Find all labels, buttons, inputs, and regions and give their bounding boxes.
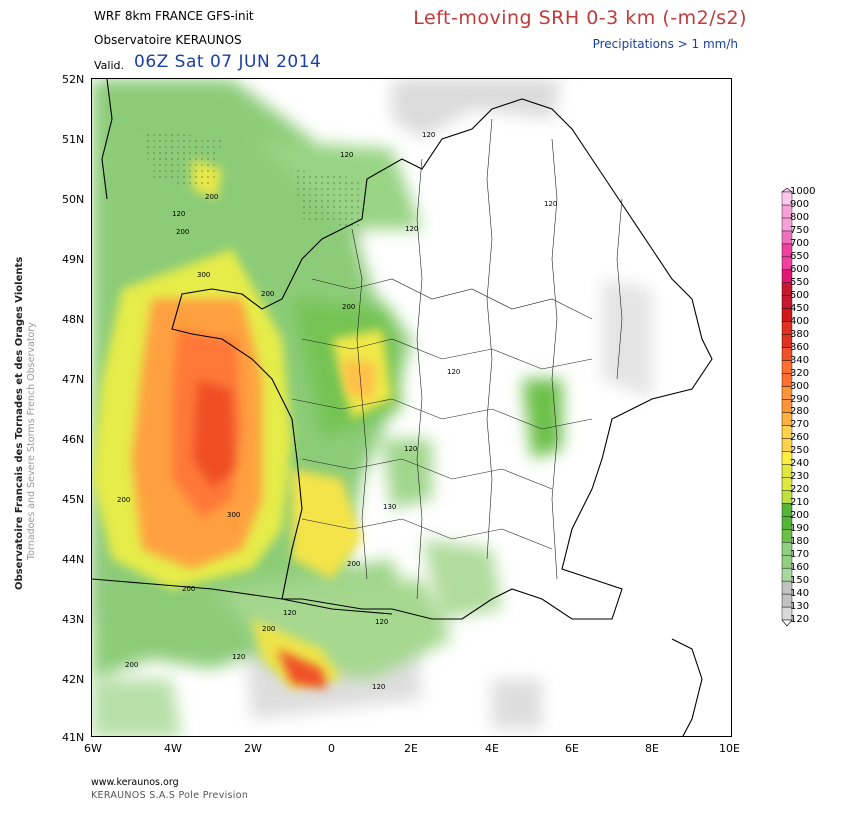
contour-label: 200: [205, 193, 218, 201]
valid-label: Valid.: [94, 59, 125, 72]
contour-label: 120: [375, 618, 388, 626]
legend-label: 170: [790, 549, 810, 561]
legend-label: 130: [790, 601, 810, 613]
lon-label: 10E: [719, 742, 740, 755]
srh-map-graphic: 120 120 120 120 120 120 120 120 120 120 …: [92, 79, 713, 736]
credit-text: KERAUNOS S.A.S Pole Prevision: [91, 790, 249, 801]
lat-label: 51N: [62, 133, 85, 146]
contour-label: 200: [262, 625, 275, 633]
legend-label: 200: [790, 510, 810, 522]
legend-arrow-bottom: [781, 619, 793, 627]
lat-label: 43N: [62, 613, 85, 626]
contour-label: 300: [227, 511, 240, 519]
lon-label: 6W: [84, 742, 102, 755]
valid-time: 06Z Sat 07 JUN 2014: [134, 52, 322, 72]
legend-label: 160: [790, 562, 810, 574]
contour-label: 200: [342, 303, 355, 311]
legend-label: 280: [790, 406, 810, 418]
legend-label: 250: [790, 445, 810, 457]
legend-label: 700: [790, 237, 810, 249]
legend-label: 550: [790, 276, 810, 288]
contour-label: 130: [383, 503, 396, 511]
legend-label: 750: [790, 224, 810, 236]
lon-label: 4E: [485, 742, 499, 755]
france-outline: [92, 79, 713, 736]
contour-label: 200: [117, 496, 130, 504]
map-title: Left-moving SRH 0-3 km (-m2/s2): [413, 7, 747, 29]
legend-label: 450: [790, 302, 810, 314]
legend-label: 900: [790, 198, 810, 210]
department-borders: [291, 118, 623, 600]
contour-label: 120: [405, 225, 418, 233]
lat-label: 44N: [62, 553, 85, 566]
srh-high-core: [132, 299, 377, 689]
legend-label: 190: [790, 523, 810, 535]
color-legend: [781, 188, 793, 627]
lon-label: 8E: [645, 742, 659, 755]
contour-label: 120: [172, 210, 185, 218]
lat-label: 41N: [62, 731, 85, 744]
contour-label: 120: [232, 653, 245, 661]
legend-swatch: [781, 191, 793, 206]
legend-label: 300: [790, 380, 810, 392]
contour-label: 200: [125, 661, 138, 669]
legend-label: 220: [790, 484, 810, 496]
contour-label: 300: [197, 271, 210, 279]
legend-label: 320: [790, 367, 810, 379]
legend-label: 380: [790, 328, 810, 340]
lat-label: 46N: [62, 433, 85, 446]
model-run-label: WRF 8km FRANCE GFS-init: [94, 9, 254, 23]
lon-label: 2E: [404, 742, 418, 755]
website-url[interactable]: www.keraunos.org: [91, 777, 179, 788]
lat-label: 50N: [62, 193, 85, 206]
organization-label: Observatoire KERAUNOS: [94, 33, 242, 47]
legend-label: 270: [790, 419, 810, 431]
legend-label: 120: [790, 614, 810, 625]
legend-label: 1000: [790, 186, 816, 197]
legend-label: 180: [790, 536, 810, 548]
contour-label: 200: [182, 585, 195, 593]
legend-label: 400: [790, 315, 810, 327]
side-text-french: Observatoire Francais des Tornades et de…: [14, 256, 25, 590]
contour-label: 120: [422, 131, 435, 139]
lon-label: 6E: [565, 742, 579, 755]
legend-label: 340: [790, 354, 810, 366]
legend-label: 500: [790, 289, 810, 301]
lat-label: 45N: [62, 493, 85, 506]
legend-label: 650: [790, 250, 810, 262]
contour-label: 120: [283, 609, 296, 617]
contour-label: 200: [176, 228, 189, 236]
legend-label: 210: [790, 497, 810, 509]
contour-label: 120: [544, 200, 557, 208]
contour-label: 120: [372, 683, 385, 691]
lat-label: 47N: [62, 373, 85, 386]
legend-label: 800: [790, 211, 810, 223]
lon-label: 0: [328, 742, 335, 755]
lat-label: 48N: [62, 313, 85, 326]
lat-label: 52N: [62, 73, 85, 86]
contour-labels: 120 120 120 120 120 120 120 120 120 120 …: [117, 131, 557, 691]
legend-label: 140: [790, 588, 810, 600]
lon-label: 4W: [164, 742, 182, 755]
legend-label: 240: [790, 458, 810, 470]
precipitation-stipple: [142, 129, 362, 229]
lat-label: 49N: [62, 253, 85, 266]
legend-label: 360: [790, 341, 810, 353]
map-subtitle: Precipitations > 1 mm/h: [592, 37, 738, 51]
contour-label: 200: [261, 290, 274, 298]
map-panel: 120 120 120 120 120 120 120 120 120 120 …: [91, 78, 732, 737]
contour-label: 120: [447, 368, 460, 376]
legend-label: 230: [790, 471, 810, 483]
legend-label: 150: [790, 575, 810, 587]
contour-label: 120: [340, 151, 353, 159]
contour-label: 200: [347, 560, 360, 568]
legend-label: 600: [790, 263, 810, 275]
lat-label: 42N: [62, 673, 85, 686]
lon-label: 2W: [244, 742, 262, 755]
side-text-english: Tornadoes and Severe Storms French Obser…: [26, 322, 37, 560]
legend-label: 290: [790, 393, 810, 405]
legend-label: 260: [790, 432, 810, 444]
contour-label: 120: [404, 445, 417, 453]
